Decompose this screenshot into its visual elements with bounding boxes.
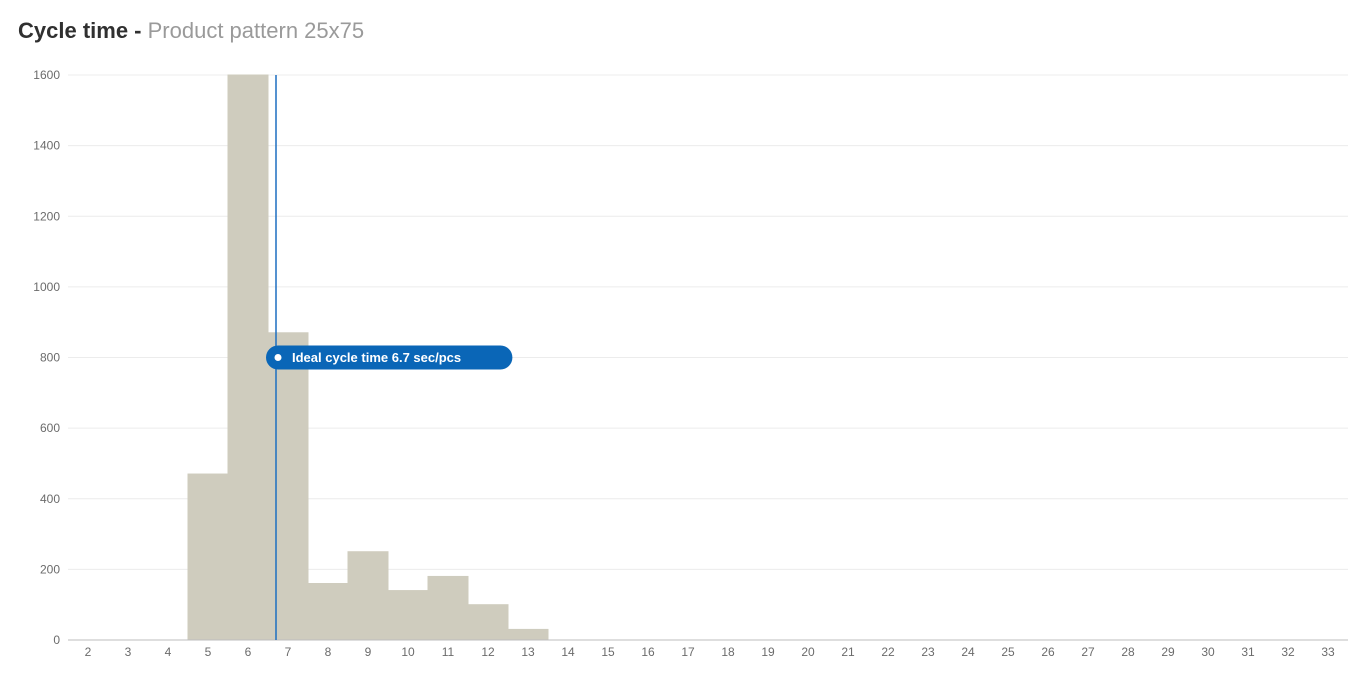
x-tick-label: 18 [721, 645, 735, 659]
x-tick-label: 6 [245, 645, 252, 659]
x-tick-label: 7 [285, 645, 292, 659]
x-tick-label: 20 [801, 645, 815, 659]
histogram-bar [428, 576, 468, 640]
histogram-bar [308, 584, 348, 641]
x-tick-label: 14 [561, 645, 575, 659]
y-tick-label: 600 [40, 421, 60, 435]
x-tick-label: 2 [85, 645, 92, 659]
x-tick-label: 22 [881, 645, 895, 659]
x-tick-label: 28 [1121, 645, 1135, 659]
x-tick-label: 3 [125, 645, 132, 659]
x-tick-label: 29 [1161, 645, 1175, 659]
chart-title-secondary: Product pattern 25x75 [148, 18, 364, 43]
histogram-svg: 0200400600800100012001400160023456789101… [18, 60, 1353, 670]
x-tick-label: 13 [521, 645, 535, 659]
x-tick-label: 15 [601, 645, 615, 659]
histogram-bar [228, 75, 268, 640]
x-tick-label: 30 [1201, 645, 1215, 659]
y-tick-label: 400 [40, 492, 60, 506]
x-tick-label: 4 [165, 645, 172, 659]
histogram-chart: 0200400600800100012001400160023456789101… [18, 60, 1353, 670]
x-tick-label: 10 [401, 645, 415, 659]
x-tick-label: 24 [961, 645, 975, 659]
y-tick-label: 0 [53, 633, 60, 647]
y-tick-label: 200 [40, 562, 60, 576]
x-tick-label: 17 [681, 645, 695, 659]
x-tick-label: 19 [761, 645, 775, 659]
histogram-bar [388, 591, 428, 640]
x-tick-label: 8 [325, 645, 332, 659]
x-tick-label: 23 [921, 645, 935, 659]
y-tick-label: 1400 [33, 139, 60, 153]
y-tick-label: 1200 [33, 209, 60, 223]
x-tick-label: 12 [481, 645, 495, 659]
y-tick-label: 1000 [33, 280, 60, 294]
chart-title-primary: Cycle time [18, 18, 128, 43]
histogram-bar [268, 333, 308, 640]
x-tick-label: 9 [365, 645, 372, 659]
y-tick-label: 800 [40, 351, 60, 365]
x-tick-label: 21 [841, 645, 855, 659]
ideal-cycle-time-label: Ideal cycle time 6.7 sec/pcs [292, 350, 461, 365]
x-tick-label: 11 [442, 645, 455, 659]
chart-title-separator: - [128, 18, 148, 43]
histogram-bar [348, 552, 388, 640]
chart-title: Cycle time - Product pattern 25x75 [18, 18, 364, 44]
histogram-bar [508, 629, 548, 640]
y-tick-label: 1600 [33, 68, 60, 82]
x-tick-label: 26 [1041, 645, 1055, 659]
x-tick-label: 27 [1081, 645, 1095, 659]
histogram-bar [188, 474, 228, 640]
x-tick-label: 16 [641, 645, 655, 659]
x-tick-label: 33 [1321, 645, 1335, 659]
x-tick-label: 5 [205, 645, 212, 659]
x-tick-label: 25 [1001, 645, 1015, 659]
x-tick-label: 31 [1241, 645, 1255, 659]
ideal-cycle-time-dot [274, 354, 282, 362]
x-tick-label: 32 [1281, 645, 1295, 659]
histogram-bar [468, 605, 508, 640]
